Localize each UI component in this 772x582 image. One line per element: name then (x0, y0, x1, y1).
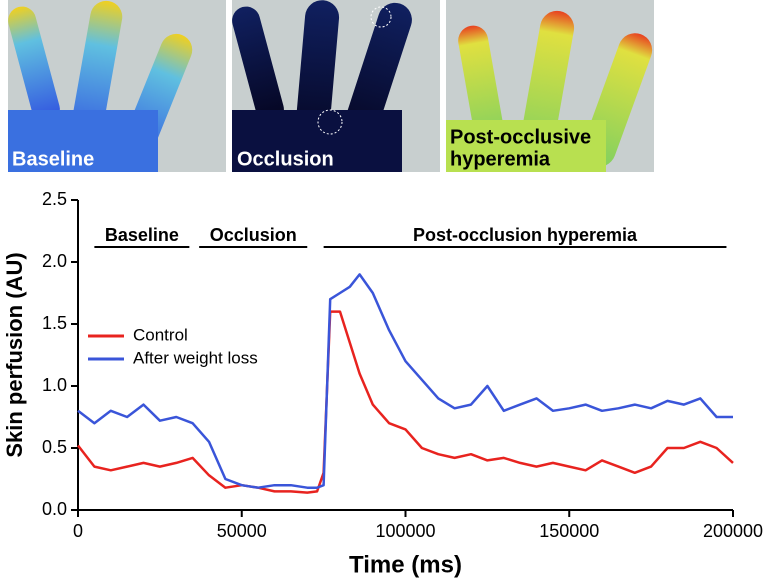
thermal-image (446, 0, 654, 172)
y-tick-label: 0.5 (42, 437, 67, 457)
y-axis-label: Skin perfusion (AU) (2, 252, 27, 457)
phase-label: Baseline (105, 225, 179, 245)
x-tick-label: 200000 (703, 521, 763, 541)
x-axis-label: Time (ms) (349, 551, 462, 578)
x-tick-label: 50000 (217, 521, 267, 541)
y-tick-label: 0.0 (42, 499, 67, 519)
y-tick-label: 2.5 (42, 189, 67, 209)
legend-label: After weight loss (133, 348, 258, 367)
legend-label: Control (133, 325, 188, 344)
thermal-image (8, 0, 226, 172)
image-label: Occlusion (237, 148, 334, 170)
image-label: Baseline (12, 148, 94, 170)
y-tick-label: 2.0 (42, 251, 67, 271)
thermal-image (232, 0, 440, 172)
image-label: Post-occlusive (450, 126, 591, 148)
x-tick-label: 100000 (375, 521, 435, 541)
phase-label: Occlusion (210, 225, 297, 245)
phase-label: Post-occlusion hyperemia (413, 225, 638, 245)
image-label: hyperemia (450, 148, 551, 170)
y-tick-label: 1.5 (42, 313, 67, 333)
series-line (77, 310, 734, 494)
y-tick-label: 1.0 (42, 375, 67, 395)
x-tick-label: 0 (73, 521, 83, 541)
x-tick-label: 150000 (539, 521, 599, 541)
series-line (77, 273, 733, 489)
